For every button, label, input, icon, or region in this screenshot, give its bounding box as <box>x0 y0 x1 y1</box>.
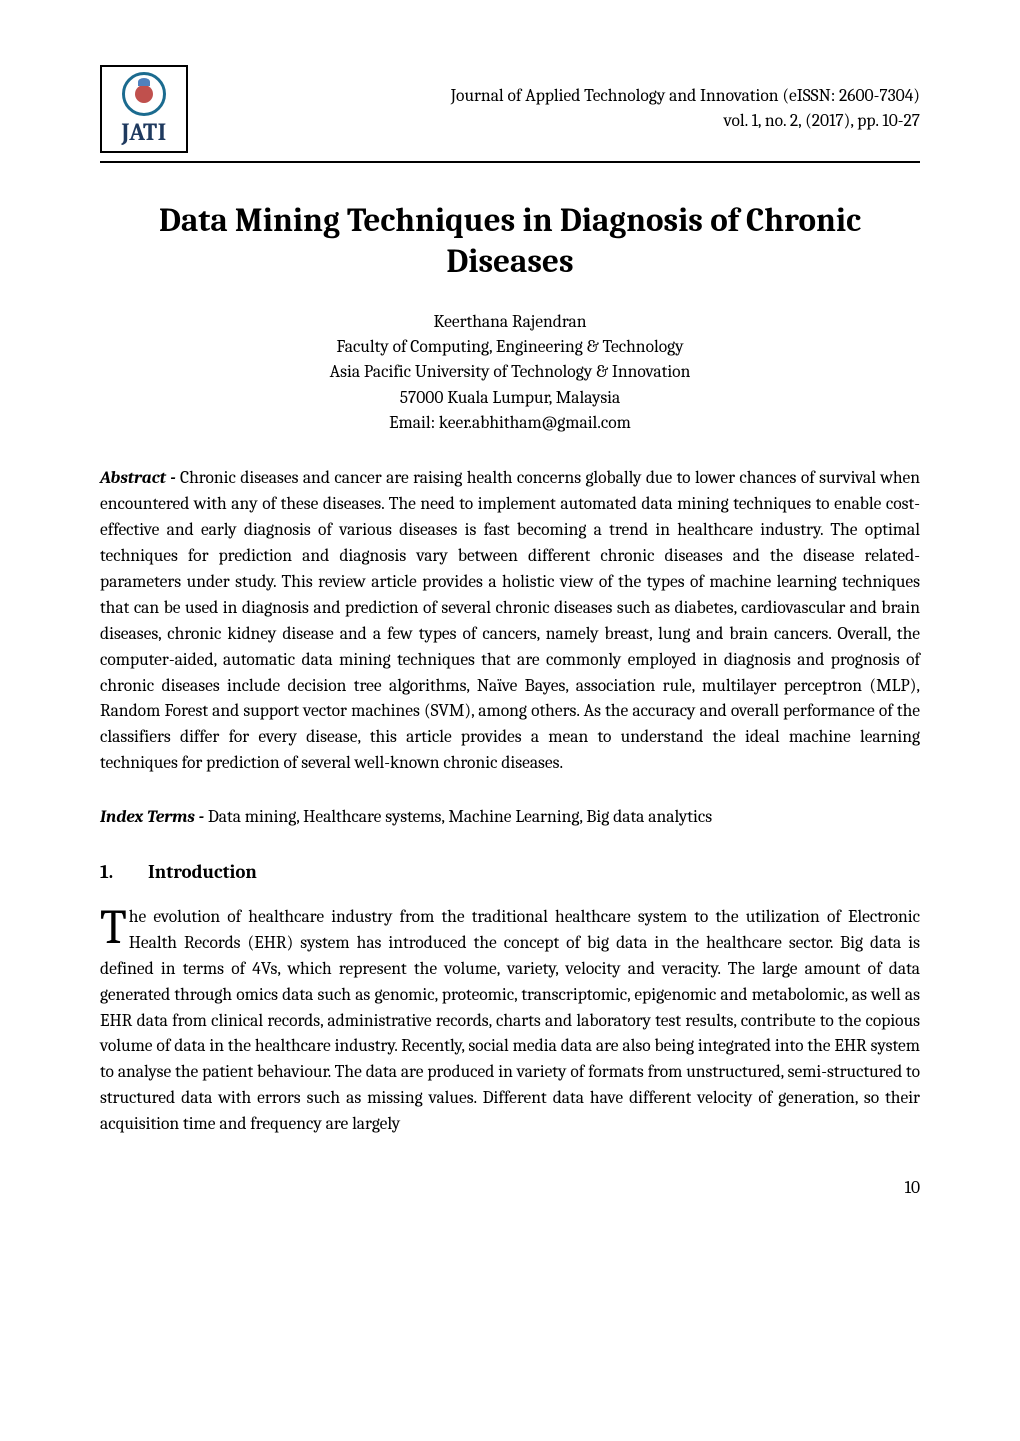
abstract-label: Abstract - <box>100 468 176 488</box>
page-number: 10 <box>100 1178 920 1198</box>
index-terms-label: Index Terms - <box>100 807 204 827</box>
intro-dropcap: T <box>100 905 129 947</box>
page-container: JATI Journal of Applied Technology and I… <box>0 0 1020 1248</box>
section-1-title: Introduction <box>148 861 257 883</box>
author-block: Keerthana Rajendran Faculty of Computing… <box>100 310 920 437</box>
author-affiliation-2: Asia Pacific University of Technology & … <box>100 360 920 385</box>
logo-acronym: JATI <box>121 118 166 146</box>
author-affiliation-1: Faculty of Computing, Engineering & Tech… <box>100 335 920 360</box>
abstract-paragraph: Abstract - Chronic diseases and cancer a… <box>100 466 920 777</box>
intro-body: he evolution of healthcare industry from… <box>100 907 920 1134</box>
index-terms-text: Data mining, Healthcare systems, Machine… <box>204 807 712 827</box>
index-terms-paragraph: Index Terms - Data mining, Healthcare sy… <box>100 805 920 831</box>
author-affiliation-3: 57000 Kuala Lumpur, Malaysia <box>100 386 920 411</box>
journal-volume-line: vol. 1, no. 2, (2017), pp. 10-27 <box>198 109 920 134</box>
intro-paragraph: The evolution of healthcare industry fro… <box>100 905 920 1138</box>
author-email: Email: keer.abhitham@gmail.com <box>100 411 920 436</box>
journal-meta: Journal of Applied Technology and Innova… <box>198 84 920 135</box>
author-name: Keerthana Rajendran <box>100 310 920 335</box>
journal-logo: JATI <box>100 65 188 153</box>
section-1-number: 1. <box>100 861 148 883</box>
paper-title: Data Mining Techniques in Diagnosis of C… <box>100 201 920 284</box>
section-1-heading: 1.Introduction <box>100 861 920 883</box>
header-row: JATI Journal of Applied Technology and I… <box>100 65 920 163</box>
logo-circle-icon <box>122 72 166 116</box>
logo-inner-icon <box>135 85 153 103</box>
journal-title-line: Journal of Applied Technology and Innova… <box>198 84 920 109</box>
abstract-text: Chronic diseases and cancer are raising … <box>100 468 920 773</box>
